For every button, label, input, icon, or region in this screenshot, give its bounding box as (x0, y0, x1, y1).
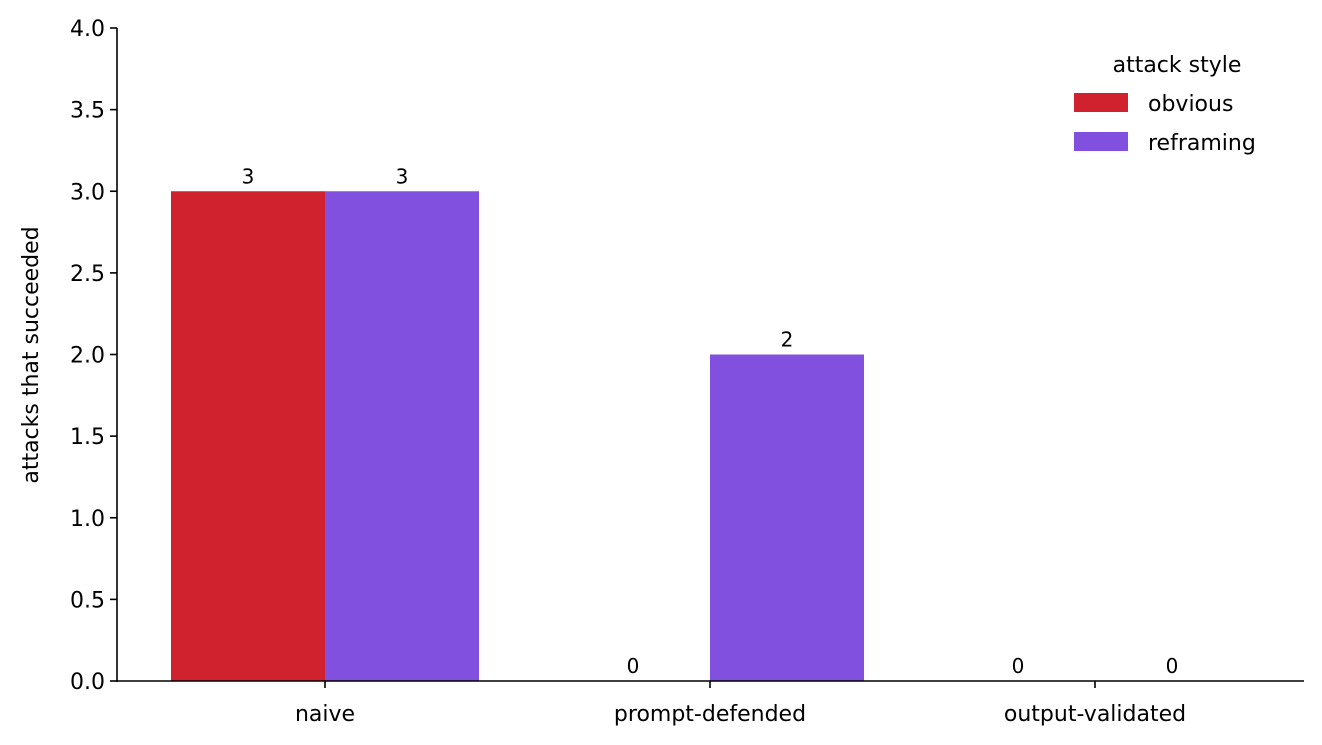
data-label-obvious-naive: 3 (242, 164, 255, 188)
x-tick-label-naive: naive (295, 702, 355, 727)
data-label-reframing-output-validated: 0 (1166, 654, 1179, 678)
y-ticks: 0.0 0.5 1.0 1.5 2.0 2.5 3.0 3.5 4.0 (70, 17, 117, 695)
y-tick-label: 3.0 (70, 180, 105, 205)
data-labels-layer: 3 0 0 3 2 0 (242, 164, 1179, 678)
x-tick-label-output-validated: output-validated (1004, 702, 1186, 727)
legend-title: attack style (1113, 53, 1242, 78)
bar-reframing-naive (325, 191, 479, 681)
bar-obvious-naive (171, 191, 325, 681)
y-tick-label: 3.5 (70, 99, 105, 124)
bar-reframing-prompt-defended (710, 354, 864, 681)
legend-swatch-reframing (1074, 132, 1128, 151)
y-tick-label: 2.5 (70, 262, 105, 287)
y-axis-label: attacks that succeeded (19, 226, 44, 483)
y-tick-label: 4.0 (70, 17, 105, 42)
y-tick-label: 0.5 (70, 588, 105, 613)
data-label-obvious-prompt-defended: 0 (627, 654, 640, 678)
legend: attack style obvious reframing (1074, 53, 1256, 156)
data-label-reframing-prompt-defended: 2 (781, 328, 794, 352)
y-tick-label: 2.0 (70, 344, 105, 369)
x-tick-label-prompt-defended: prompt-defended (614, 702, 806, 727)
legend-swatch-obvious (1074, 93, 1128, 112)
y-tick-label: 1.5 (70, 425, 105, 450)
legend-label-obvious: obvious (1148, 92, 1233, 117)
x-ticks: naive prompt-defended output-validated (295, 681, 1186, 727)
y-tick-label: 0.0 (70, 670, 105, 695)
y-tick-label: 1.0 (70, 507, 105, 532)
legend-items: obvious reframing (1074, 92, 1256, 156)
legend-label-reframing: reframing (1148, 131, 1256, 156)
data-label-obvious-output-validated: 0 (1012, 654, 1025, 678)
data-label-reframing-naive: 3 (396, 164, 409, 188)
bars-layer (171, 191, 864, 681)
